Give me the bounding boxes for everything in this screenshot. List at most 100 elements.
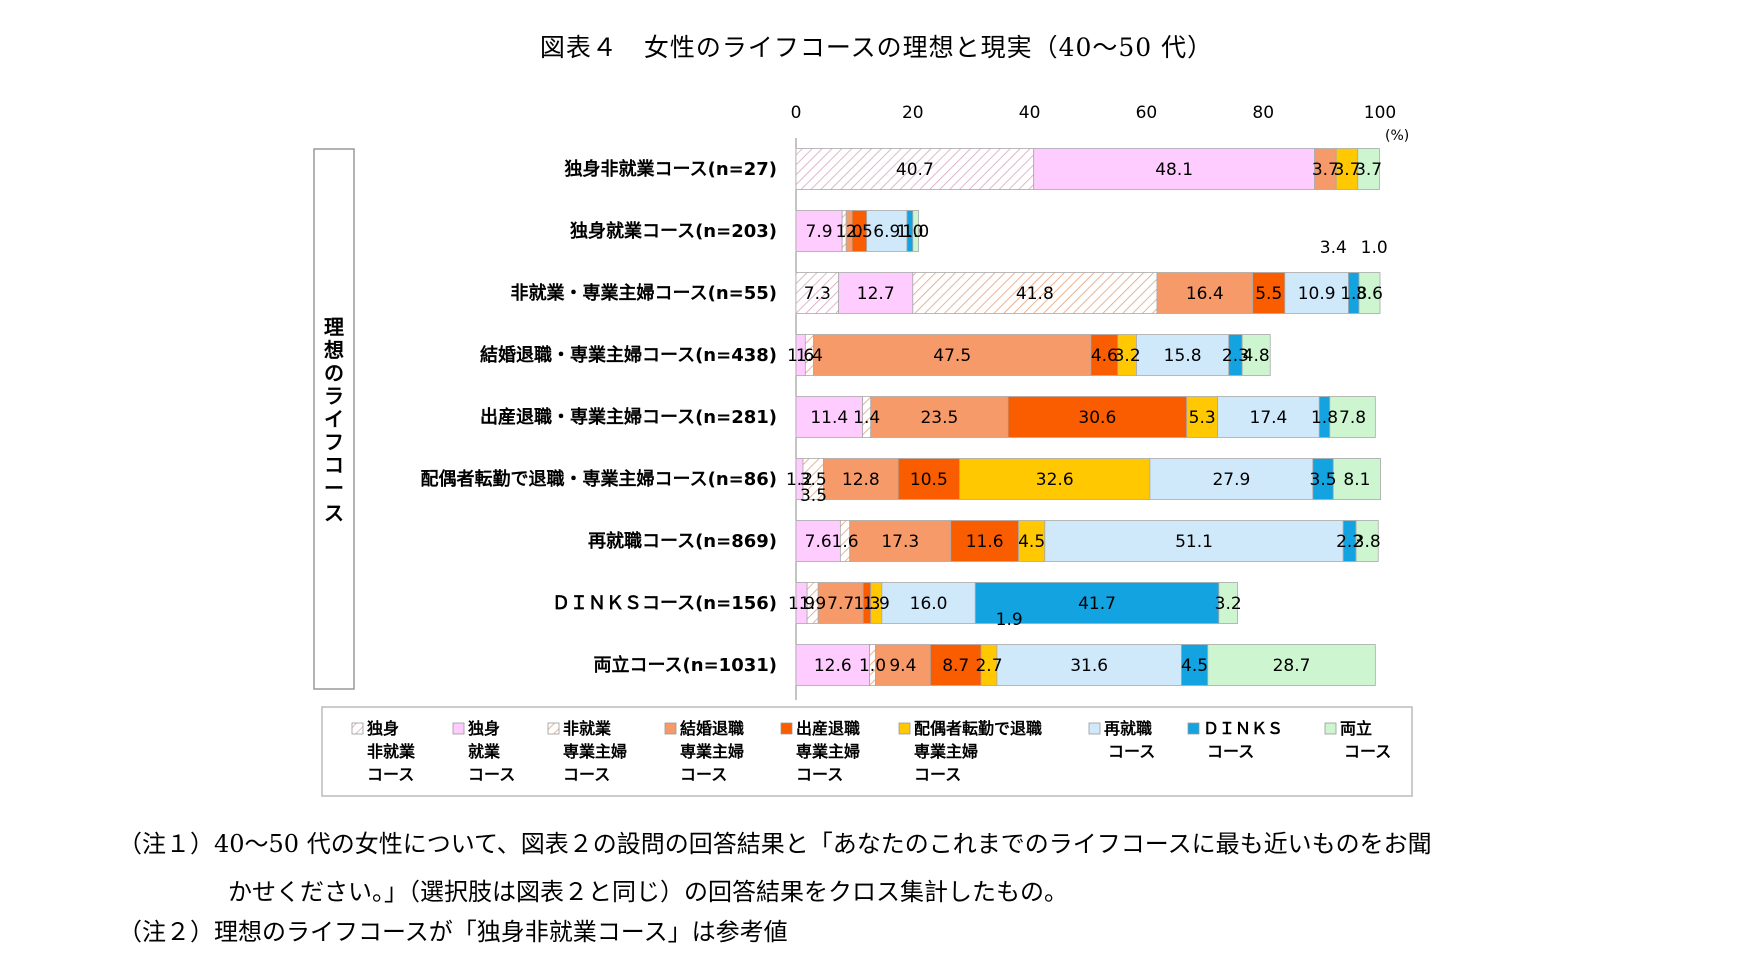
bar-segment: [996, 644, 1182, 686]
data-label: 3.8: [1354, 532, 1381, 552]
bar-segment: [1357, 148, 1380, 190]
data-label: 1.3: [853, 594, 880, 614]
note-2: （注２）理想のライフコースが「独身非就業コース」は参考値: [118, 918, 788, 946]
legend-swatch: [1324, 722, 1337, 735]
legend-label: 専業主婦: [796, 742, 860, 761]
legend-label: 独身: [468, 719, 500, 738]
data-label: 17.4: [1250, 408, 1288, 428]
legend-label: コース: [680, 765, 727, 784]
data-label: 6.9: [873, 222, 900, 242]
note-1-line-1: （注１）40～50 代の女性について、図表２の設問の回答結果と「あなたのこれまで…: [118, 830, 1432, 858]
data-label: 30.6: [1078, 408, 1116, 428]
bar-segment: [813, 334, 1092, 376]
data-label: 3.6: [1356, 284, 1383, 304]
data-label: 1.4: [853, 408, 880, 428]
data-label: 4.5: [1181, 656, 1208, 676]
data-label: 12.8: [842, 470, 880, 490]
legend-swatch: [1187, 722, 1200, 735]
category-label: 出産退職・専業主婦コース(n=281): [480, 406, 777, 428]
data-label: 41.8: [1016, 284, 1054, 304]
data-label: 5.3: [1189, 408, 1216, 428]
data-label: 12.7: [857, 284, 895, 304]
bar-segment: [1332, 458, 1381, 500]
legend-label: 就業: [468, 742, 501, 761]
bar-segment: [974, 582, 1220, 624]
bar-segment: [1241, 334, 1271, 376]
data-label: 7.3: [804, 284, 831, 304]
x-tick-label: 0: [791, 103, 802, 123]
bar-segment: [795, 520, 841, 562]
legend-label: 両立: [1340, 719, 1372, 738]
x-unit-label: (%): [1385, 128, 1409, 144]
data-label: 27.9: [1212, 470, 1250, 490]
legend-label: コース: [468, 765, 515, 784]
chart-title: 図表４ 女性のライフコースの理想と現実（40～50 代）: [539, 33, 1214, 62]
data-label: 23.5: [920, 408, 958, 428]
data-label: 3.2: [1215, 594, 1242, 614]
x-tick-label: 20: [902, 103, 924, 123]
x-tick-label: 60: [1136, 103, 1158, 123]
data-label: 1.0: [836, 222, 863, 242]
data-label: 3.5: [800, 470, 827, 490]
data-label: 31.6: [1070, 656, 1108, 676]
data-label-extra: 1.0: [1361, 238, 1388, 258]
legend-label: 結婚退職: [680, 719, 744, 738]
legend-label: コース: [914, 765, 961, 784]
bar-segment: [823, 458, 899, 500]
data-label: 40.7: [896, 160, 934, 180]
bar-segment: [838, 272, 914, 314]
data-label: 15.8: [1164, 346, 1202, 366]
data-label: 7.8: [1339, 408, 1366, 428]
bar-segment: [795, 396, 863, 438]
legend-label: 出産退職: [796, 719, 860, 738]
legend-swatch: [780, 722, 793, 735]
data-label: 1.2: [786, 470, 813, 490]
bar-segment: [1018, 520, 1046, 562]
data-label: 7.9: [806, 222, 833, 242]
data-label: 7.7: [827, 594, 854, 614]
data-label: 3.7: [1333, 160, 1360, 180]
data-label: 5.5: [1255, 284, 1282, 304]
legend-box: [321, 706, 1413, 797]
ylabel-box: [313, 148, 355, 690]
data-label: 4.6: [1091, 346, 1118, 366]
bar-segment: [866, 210, 908, 252]
data-label: 11.4: [810, 408, 848, 428]
bar-segment: [875, 644, 931, 686]
legend-label: 専業主婦: [914, 742, 978, 761]
data-label: 16.4: [1186, 284, 1224, 304]
bar-segment: [1252, 272, 1286, 314]
category-label: 配偶者転勤で退職・専業主婦コース(n=86): [421, 468, 778, 490]
legend-label: 再就職: [1104, 719, 1152, 738]
bar-segment: [881, 582, 976, 624]
bar-segment: [849, 520, 952, 562]
x-tick-label: 80: [1252, 103, 1274, 123]
data-label: 3.7: [1312, 160, 1339, 180]
legend-swatch: [351, 722, 364, 735]
data-label: 41.7: [1078, 594, 1116, 614]
note-1-line-2: かせください。」（選択肢は図表２と同じ）の回答結果をクロス集計したもの。: [228, 878, 1068, 906]
bar-segment: [795, 210, 843, 252]
data-label: 1.4: [796, 346, 823, 366]
data-label: 3.7: [1355, 160, 1382, 180]
legend-label: コース: [796, 765, 843, 784]
data-label: 2.7: [975, 656, 1002, 676]
ylabel-text: 理想のライフコース: [324, 315, 344, 525]
data-label: 10.5: [910, 470, 948, 490]
legend-label: コース: [367, 765, 414, 784]
category-label: 結婚退職・専業主婦コース(n=438): [480, 344, 777, 366]
bar-segment: [1329, 396, 1376, 438]
bar-segment: [1207, 644, 1376, 686]
data-label: 11.6: [966, 532, 1004, 552]
legend-label: 専業主婦: [563, 742, 627, 761]
category-label: 独身就業コース(n=203): [570, 220, 777, 242]
data-label: 1.0: [896, 222, 923, 242]
data-label: 4.5: [1018, 532, 1045, 552]
legend-swatch: [547, 722, 560, 735]
bar-segment: [929, 644, 982, 686]
bar-segment: [1181, 644, 1209, 686]
data-label: 4.8: [1243, 346, 1270, 366]
data-label: 1.0: [902, 222, 929, 242]
data-label: 8.1: [1343, 470, 1370, 490]
